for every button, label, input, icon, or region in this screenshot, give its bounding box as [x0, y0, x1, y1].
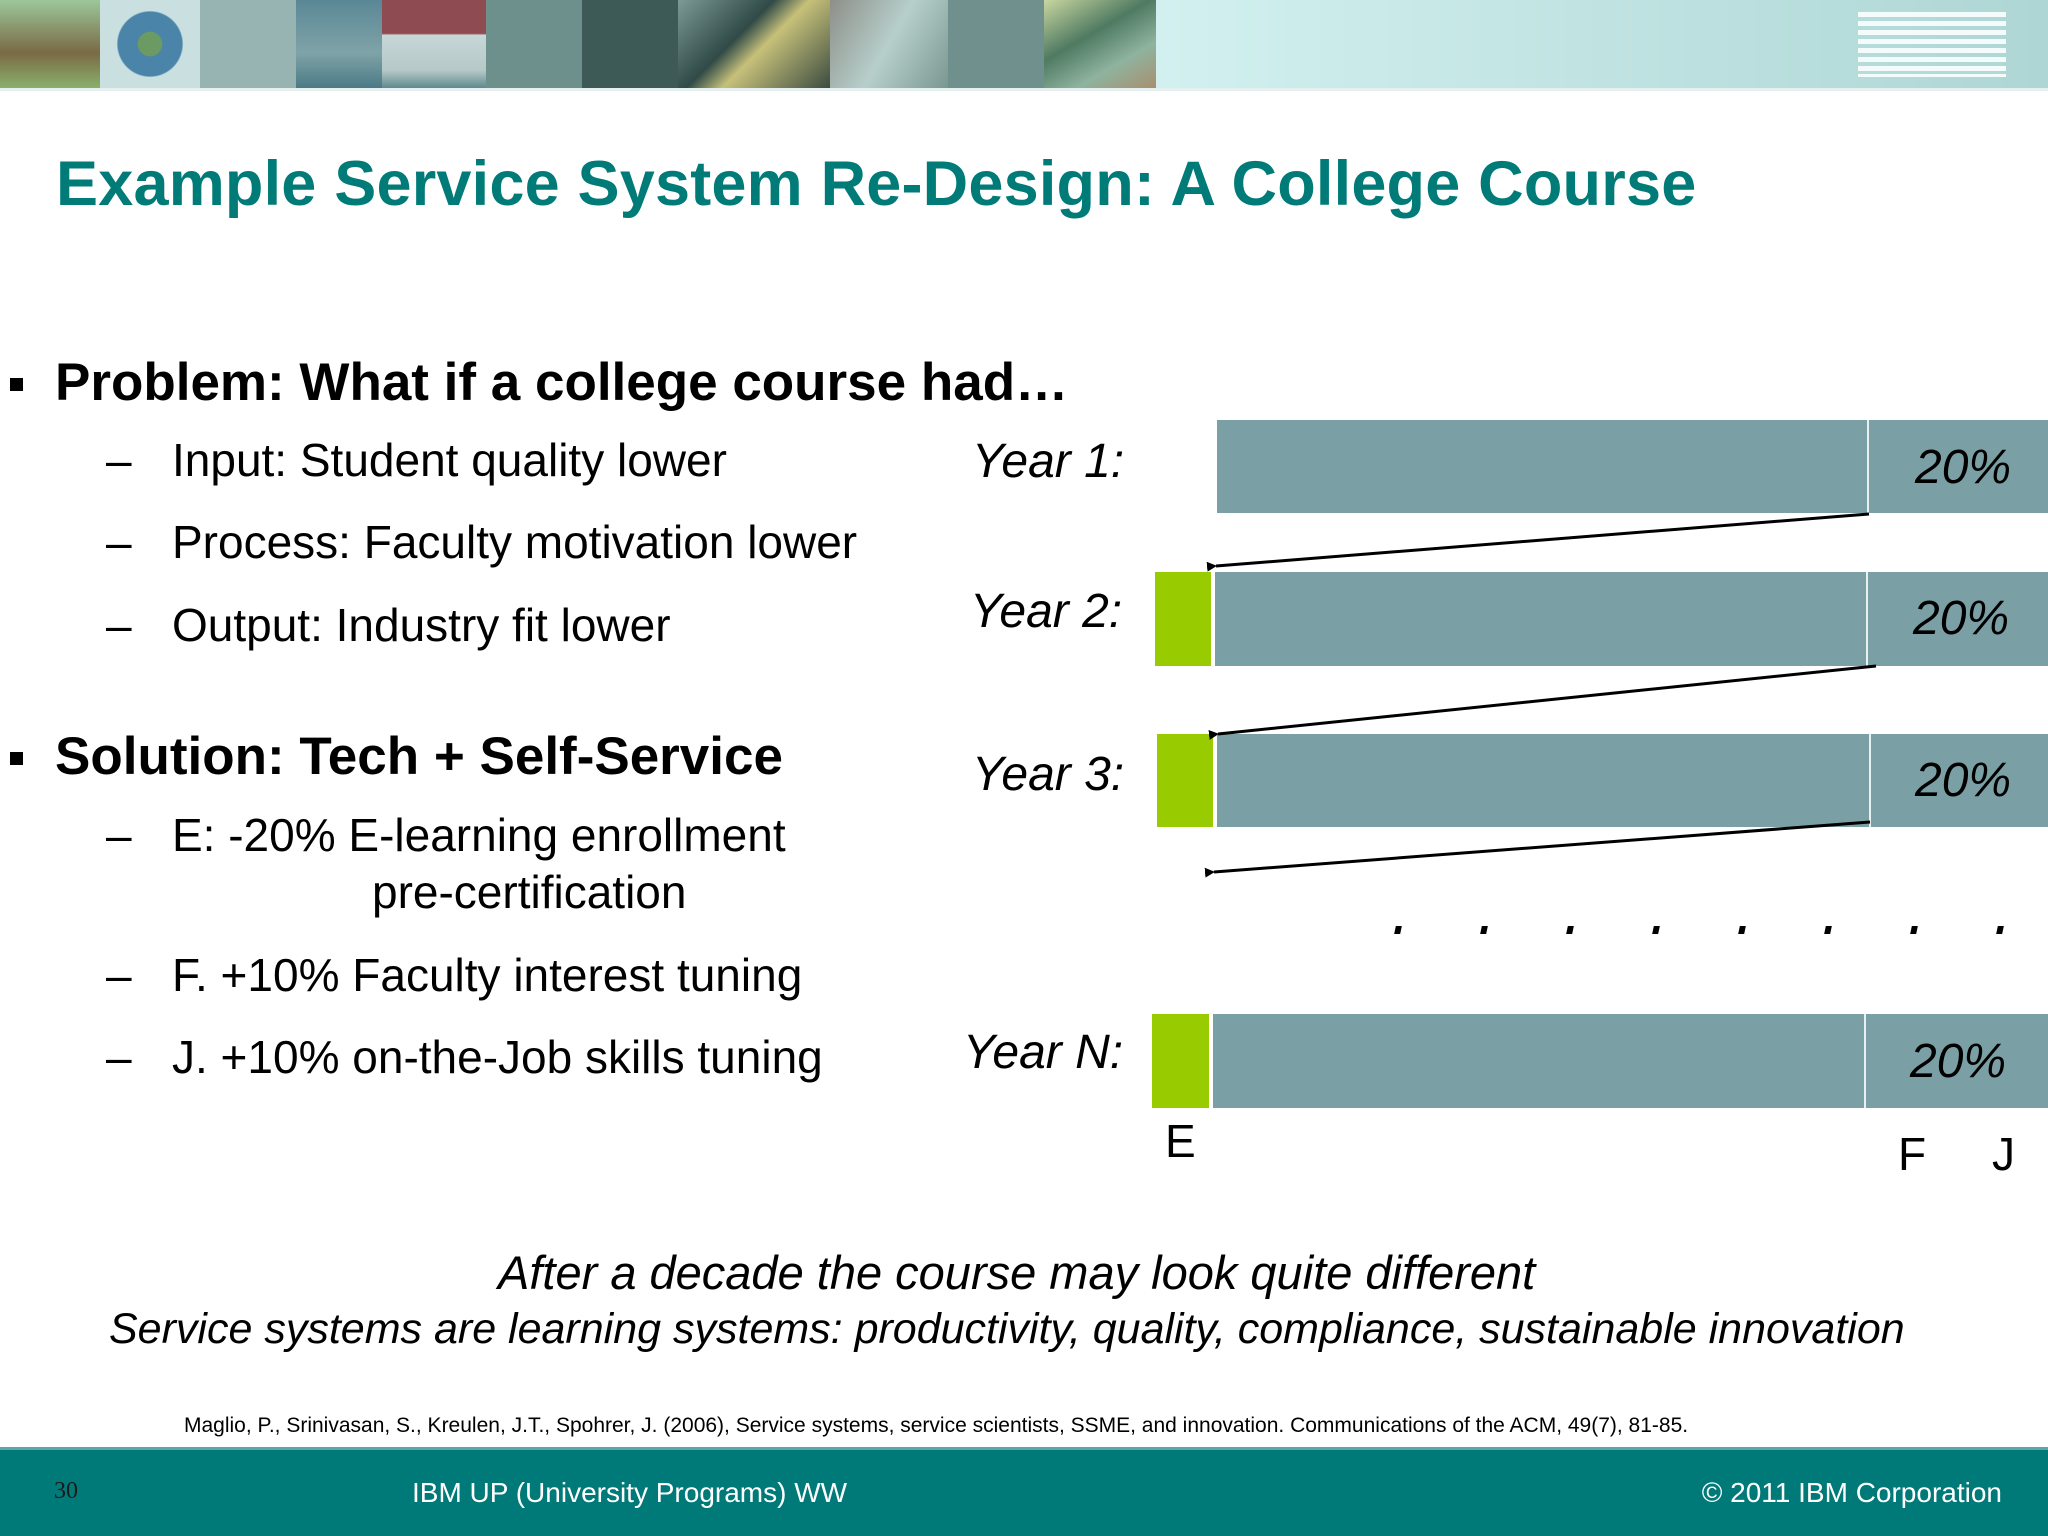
meter-image [296, 0, 382, 88]
dash-bullet: – [106, 599, 132, 651]
e-segment [1155, 572, 1211, 666]
bullet-square-icon [10, 378, 23, 391]
solution-heading: Solution: Tech + Self-Service [55, 727, 783, 786]
plain-tile [948, 0, 1044, 88]
citation: Maglio, P., Srinivasan, S., Kreulen, J.T… [184, 1414, 1689, 1437]
plain-tile [200, 0, 296, 88]
solution-item: F. +10% Faculty interest tuning [172, 949, 803, 1001]
solution-item: J. +10% on-the-Job skills tuning [172, 1031, 823, 1083]
e-segment [1157, 734, 1213, 827]
course-bar [1217, 420, 2048, 513]
city-collage-image [678, 0, 830, 88]
segment-divider [1869, 734, 1871, 827]
bullet-square-icon [10, 752, 23, 765]
segment-divider [1864, 1014, 1866, 1108]
problem-item: Process: Faculty motivation lower [172, 516, 858, 568]
solution-item: E: -20% E-learning enrollment [172, 809, 786, 861]
marker-j: J [1992, 1128, 2015, 1180]
solution-item-continuation: pre-certification [372, 866, 687, 918]
segment-divider [1867, 420, 1869, 513]
dash-bullet: – [106, 809, 132, 861]
year-label: Year N: [963, 1026, 1124, 1079]
page-title: Example Service System Re-Design: A Coll… [56, 149, 1697, 219]
problem-item: Input: Student quality lower [172, 434, 727, 486]
dash-bullet: – [106, 516, 132, 568]
year-label: Year 1: [972, 435, 1125, 488]
problem-item: Output: Industry fit lower [172, 599, 671, 651]
marker-e: E [1165, 1115, 1196, 1167]
year-label: Year 3: [972, 748, 1125, 801]
dash-bullet: – [106, 949, 132, 1001]
plain-tile [582, 0, 678, 88]
course-bar [1217, 734, 2048, 827]
footer-program: IBM UP (University Programs) WW [412, 1477, 848, 1508]
footer-copyright: © 2011 IBM Corporation [1701, 1477, 2002, 1508]
plain-tile [486, 0, 582, 88]
circuit-board-image [1044, 0, 1156, 88]
dash-bullet: – [106, 434, 132, 486]
aerial-map-image [830, 0, 948, 88]
segment-divider [1866, 572, 1868, 666]
percent-label: 20% [1910, 1035, 2007, 1088]
footer-bar [0, 1447, 2048, 1536]
percent-label: 20% [1915, 441, 2012, 494]
year-label: Year 2: [970, 585, 1123, 638]
percent-label: 20% [1915, 754, 2012, 807]
ibm-logo [1858, 12, 2006, 77]
percent-label: 20% [1913, 592, 2010, 645]
page-number: 30 [54, 1478, 78, 1504]
course-bar [1213, 1014, 2048, 1108]
ecosystem-wheel-image [100, 0, 200, 88]
problem-heading: Problem: What if a college course had… [55, 353, 1069, 412]
conclusion-line-1: After a decade the course may look quite… [498, 1246, 1536, 1299]
marker-f: F [1898, 1128, 1927, 1180]
dash-bullet: – [106, 1031, 132, 1083]
e-segment [1152, 1014, 1209, 1108]
conclusion-line-2: Service systems are learning systems: pr… [109, 1305, 1905, 1353]
header-banner [0, 0, 2048, 91]
tree-image [0, 0, 100, 88]
building-image [382, 0, 486, 88]
footer-divider [0, 1447, 2048, 1450]
course-bar [1215, 572, 2048, 666]
banner-divider [0, 88, 2048, 91]
